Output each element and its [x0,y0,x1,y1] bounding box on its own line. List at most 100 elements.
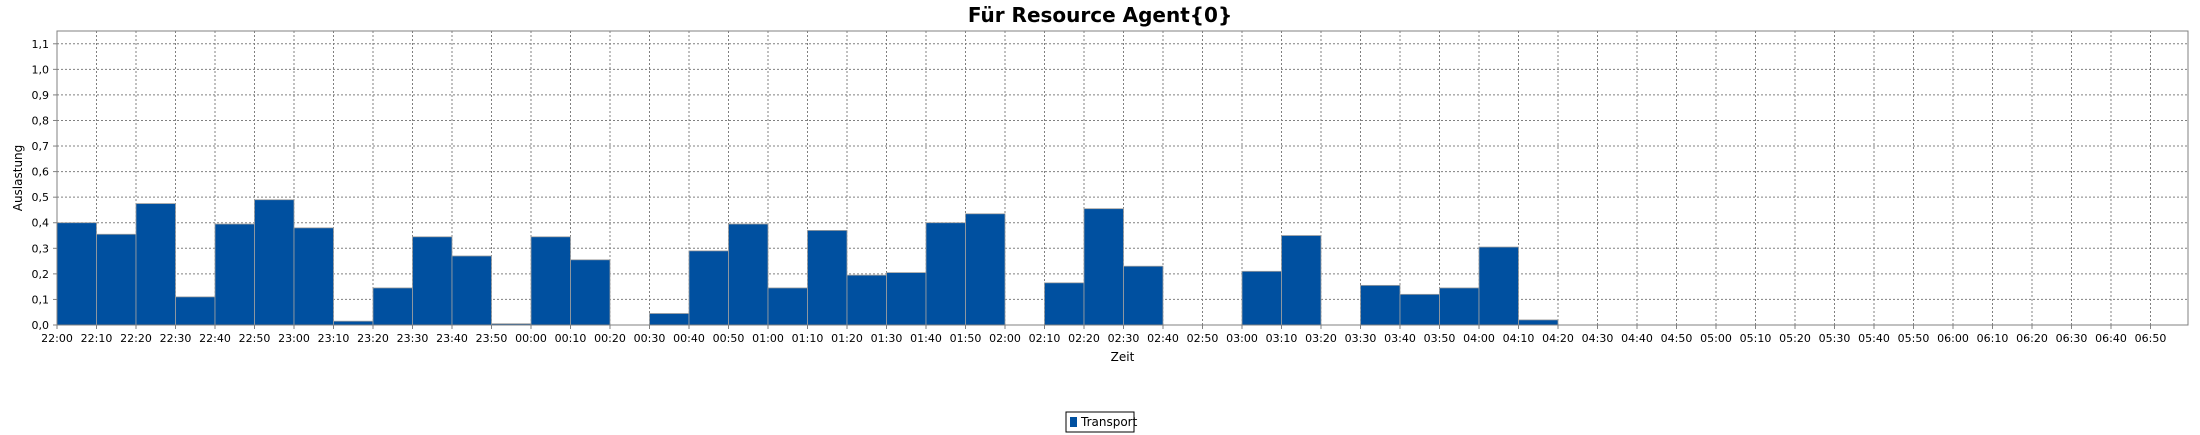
x-tick-label: 22:10 [81,332,113,345]
x-tick-label: 01:20 [831,332,863,345]
bar [372,287,413,326]
x-tick-label: 02:00 [989,332,1021,345]
x-tick-label: 05:10 [1740,332,1772,345]
x-tick-label: 06:10 [1977,332,2009,345]
plot-area [56,30,2189,326]
bar [530,236,571,326]
x-tick-label: 03:10 [1266,332,1298,345]
bar [1399,293,1440,326]
bar [688,250,729,326]
bar [412,236,453,326]
x-tick-label: 00:40 [673,332,705,345]
legend-label: Transport [1080,415,1138,429]
x-tick-label: 04:50 [1661,332,1693,345]
bar [1478,246,1519,326]
x-tick-label: 01:30 [871,332,903,345]
x-tick-label: 23:40 [436,332,468,345]
y-tick-label: 0,5 [32,191,50,204]
x-tick-label: 06:50 [2135,332,2167,345]
x-tick-label: 06:00 [1937,332,1969,345]
x-tick-label: 03:20 [1305,332,1337,345]
bar [846,274,887,326]
y-tick-label: 1,1 [32,38,50,51]
y-tick-label: 0,7 [32,140,50,153]
x-tick-label: 01:40 [910,332,942,345]
x-tick-label: 23:10 [318,332,350,345]
x-tick-label: 05:20 [1779,332,1811,345]
x-tick-label: 00:50 [713,332,745,345]
x-tick-label: 02:30 [1108,332,1140,345]
bar [135,203,176,326]
x-tick-label: 23:00 [278,332,310,345]
x-axis-label: Zeit [1111,350,1135,364]
y-tick-label: 0,0 [32,319,50,332]
x-tick-label: 00:30 [634,332,666,345]
x-tick-label: 00:10 [555,332,587,345]
x-tick-label: 01:10 [792,332,824,345]
bar [886,272,927,326]
bar [1439,287,1480,326]
bar [451,255,492,326]
bar [767,287,808,326]
y-tick-label: 0,9 [32,89,50,102]
bar [1123,265,1164,326]
x-tick-label: 04:20 [1542,332,1574,345]
x-tick-label: 05:50 [1898,332,1930,345]
x-tick-label: 03:30 [1345,332,1377,345]
y-tick-label: 0,1 [32,293,50,306]
x-tick-label: 04:00 [1463,332,1495,345]
x-tick-label: 01:00 [752,332,784,345]
x-tick-label: 22:30 [160,332,192,345]
bar [1241,270,1282,326]
bar [1083,208,1124,326]
y-axis-label: Auslastung [11,145,25,212]
x-tick-label: 00:00 [515,332,547,345]
x-tick-label: 22:00 [41,332,73,345]
x-tick-label: 22:20 [120,332,152,345]
y-tick-label: 0,2 [32,268,50,281]
bar [293,227,334,326]
x-tick-label: 22:40 [199,332,231,345]
x-tick-label: 05:30 [1819,332,1851,345]
y-tick-label: 0,6 [32,166,50,179]
legend-box [1065,411,1135,433]
x-tick-label: 02:20 [1068,332,1100,345]
bar [175,296,216,326]
bar [1360,284,1401,326]
x-tick-label: 23:30 [397,332,429,345]
x-tick-label: 03:40 [1384,332,1416,345]
bar [56,222,97,326]
legend: Transport [1065,411,1138,433]
bar [96,233,137,326]
y-tick-label: 1,0 [32,63,50,76]
x-tick-label: 02:50 [1187,332,1219,345]
y-tick-label: 0,4 [32,217,50,230]
x-tick-label: 05:40 [1858,332,1890,345]
bar [649,313,690,326]
bar [214,223,255,326]
x-tick-label: 04:10 [1503,332,1535,345]
bar [1281,235,1322,326]
x-tick-label: 06:40 [2095,332,2127,345]
bar [925,222,966,326]
bars [56,199,1559,326]
chart-title: Für Resource Agent{0} [968,3,1232,27]
x-tick-label: 01:50 [950,332,982,345]
bar [965,213,1006,326]
x-tick-label: 23:20 [357,332,389,345]
bar [807,230,848,326]
x-tick-label: 06:20 [2016,332,2048,345]
x-tick-label: 02:10 [1029,332,1061,345]
legend-swatch [1070,417,1077,427]
x-tick-label: 06:30 [2056,332,2088,345]
x-tick-label: 02:40 [1147,332,1179,345]
x-tick-label: 03:50 [1424,332,1456,345]
y-tick-label: 0,3 [32,242,50,255]
bar [333,320,374,326]
x-axis-ticks: 22:00 22:10 22:20 22:30 22:40 22:50 23:00 23:10… [41,325,2166,345]
x-tick-label: 23:50 [476,332,508,345]
x-tick-label: 05:00 [1700,332,1732,345]
x-tick-label: 22:50 [239,332,271,345]
x-tick-label: 04:40 [1621,332,1653,345]
